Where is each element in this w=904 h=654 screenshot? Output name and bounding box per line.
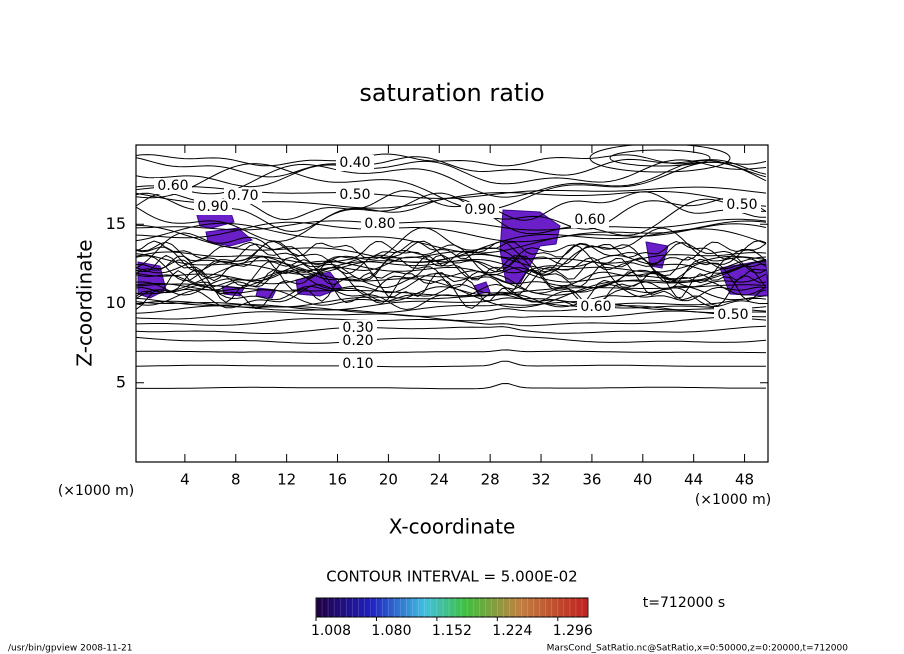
contour-line (136, 317, 767, 327)
y-tick-label: 15 (106, 214, 126, 233)
contour-label: 0.40 (339, 155, 370, 171)
contour-line (609, 149, 711, 167)
chart-title: saturation ratio (359, 79, 544, 107)
x-tick-label: 4 (180, 471, 190, 489)
footer-left: /usr/bin/gpview 2008-11-21 (8, 644, 132, 654)
contour-line (136, 254, 767, 282)
x-tick-label: 32 (531, 471, 550, 489)
contour-label: 0.60 (580, 299, 611, 315)
contour-label: 0.50 (717, 307, 748, 323)
contour-label-bg (154, 178, 192, 194)
x-tick-label: 20 (379, 471, 398, 489)
contour-line (136, 220, 767, 243)
x-tick-label: 28 (481, 471, 500, 489)
plot-area (136, 145, 768, 390)
contour-label-bg (577, 299, 615, 315)
contour-line (589, 145, 731, 173)
contour-label: 0.60 (157, 178, 188, 194)
colorbar-tick-label: 1.152 (432, 623, 472, 639)
contour-label-bg (224, 188, 262, 204)
contour-line (136, 268, 767, 311)
contour-label: 0.60 (574, 212, 605, 228)
contour-line (136, 349, 766, 354)
contour-label: 0.90 (197, 199, 228, 215)
contour-line (136, 222, 767, 254)
footer-right: MarsCond_SatRatio.nc@SatRatio,x=0:50000,… (547, 644, 849, 654)
contour-label: 0.90 (464, 202, 495, 218)
x-tick-label: 24 (430, 471, 449, 489)
x-tick-label: 48 (735, 471, 754, 489)
contour-line (136, 254, 767, 296)
contour-line (136, 382, 766, 390)
contour-line (136, 283, 767, 303)
x-tick-label: 44 (684, 471, 703, 489)
x-tick-label: 12 (277, 471, 296, 489)
colorbar-tick-label: 1.008 (311, 623, 351, 639)
contour-label-bg (339, 356, 377, 372)
contour-label: 0.70 (227, 188, 258, 204)
colorbar (315, 597, 589, 618)
contour-label: 0.50 (726, 197, 757, 213)
contour-line (136, 334, 767, 344)
contour-line (136, 300, 767, 314)
y-unit: (×1000 m) (58, 483, 134, 499)
contour-interval: CONTOUR INTERVAL = 5.000E-02 (326, 568, 577, 586)
contour-line (136, 240, 767, 267)
contour-label: 0.30 (342, 320, 373, 336)
colorbar-tick-label: 1.080 (371, 623, 411, 639)
contour-label: 0.50 (339, 187, 370, 203)
contour-label: 0.10 (342, 356, 373, 372)
x-tick-label: 40 (633, 471, 652, 489)
contour-label: 0.80 (364, 216, 395, 232)
contour-line (136, 253, 767, 275)
contour-label-bg (194, 199, 232, 215)
contour-label-bg (336, 155, 374, 171)
contour-line (136, 159, 767, 188)
contour-line (136, 269, 767, 296)
contour-label: 0.20 (342, 333, 373, 349)
y-axis-label: Z-coordinate (73, 239, 97, 366)
contour-line (136, 283, 767, 311)
contour-line (136, 325, 767, 334)
contour-line (136, 310, 766, 322)
contour-line (136, 159, 767, 198)
y-tick-label: 10 (106, 293, 126, 312)
contour-label-bg (336, 187, 374, 203)
contour-label-bg (714, 307, 752, 323)
contour-label-bg (461, 202, 499, 218)
contour-line (136, 294, 767, 308)
x-tick-label: 16 (328, 471, 347, 489)
colorbar-tick-label: 1.296 (553, 623, 593, 639)
contour-line (136, 360, 766, 368)
x-tick-label: 36 (582, 471, 601, 489)
contour-line (136, 153, 767, 167)
contour-line (136, 161, 767, 211)
time-label: t=712000 s (643, 595, 725, 611)
contour-line (136, 269, 767, 304)
x-axis-label: X-coordinate (389, 515, 516, 539)
contour-label-bg (723, 197, 761, 213)
contour-line (136, 192, 767, 233)
colorbar-tick-label: 1.224 (492, 623, 532, 639)
contour-label-bg (339, 320, 377, 336)
contour-line (136, 240, 767, 260)
y-tick-label: 5 (116, 372, 126, 391)
contour-lines (136, 145, 767, 390)
contour-label-bg (339, 333, 377, 349)
contour-line (136, 227, 767, 276)
x-tick-label: 8 (231, 471, 241, 489)
x-unit: (×1000 m) (695, 492, 771, 508)
contour-line (136, 197, 767, 242)
contour-label-bg (571, 212, 609, 228)
contour-label-bg (361, 216, 399, 232)
